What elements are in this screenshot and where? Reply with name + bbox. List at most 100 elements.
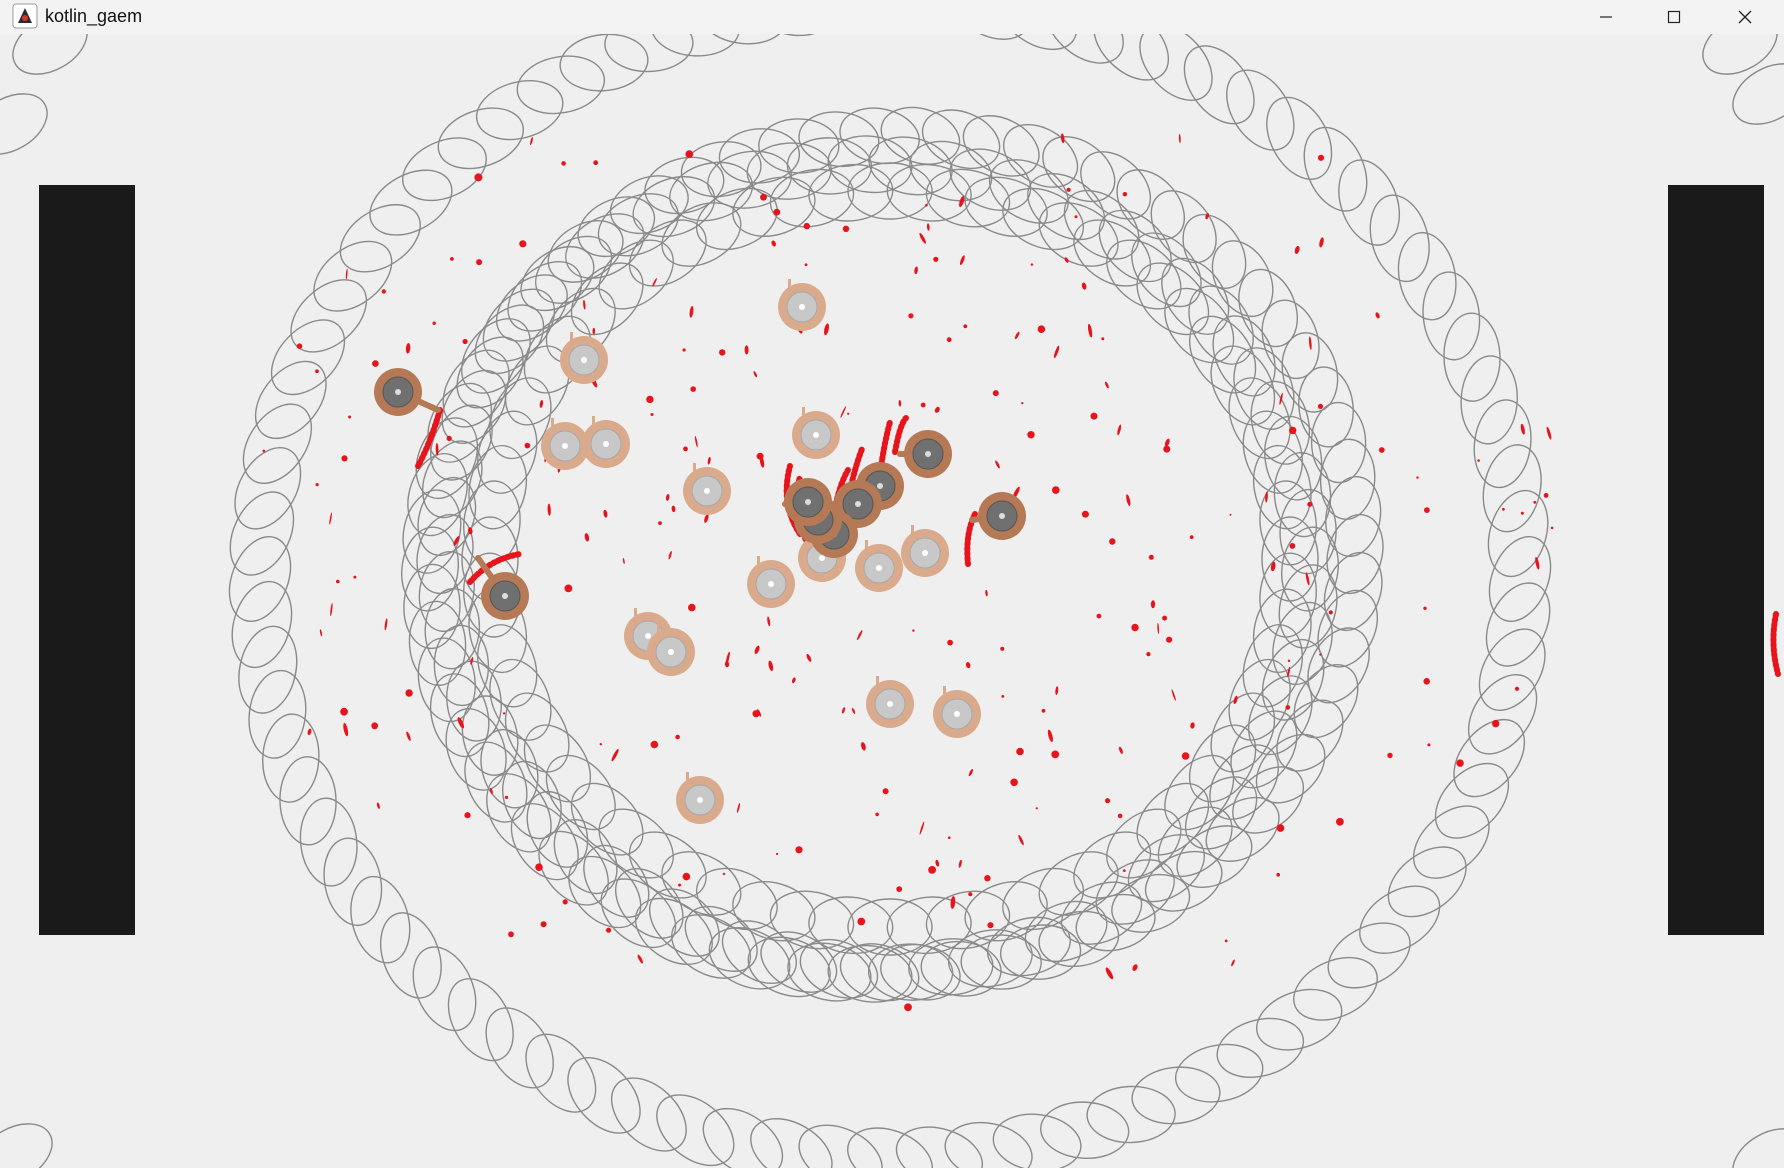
blood-streak bbox=[704, 513, 709, 523]
blood-streak bbox=[968, 768, 974, 777]
blood-drop bbox=[503, 712, 506, 715]
blood-streak bbox=[1164, 438, 1170, 447]
blood-streak bbox=[319, 629, 323, 637]
blood-drop bbox=[1122, 869, 1126, 872]
blood-drop bbox=[1181, 752, 1190, 760]
left-wall bbox=[39, 185, 135, 935]
blood-streak bbox=[665, 494, 670, 501]
blood-drop bbox=[1520, 511, 1524, 515]
ring-ellipse bbox=[632, 176, 716, 238]
ring-ellipse bbox=[886, 163, 972, 222]
enemy-eye bbox=[603, 441, 609, 447]
light-enemy bbox=[541, 418, 589, 470]
ring-ellipse bbox=[1233, 347, 1295, 430]
title-bar[interactable]: kotlin_gaem bbox=[0, 0, 1784, 34]
ring-ellipse bbox=[964, 881, 1048, 942]
ring-ellipse bbox=[559, 34, 649, 92]
blood-drop bbox=[804, 263, 808, 267]
ring-ellipse bbox=[547, 219, 624, 283]
ring-ellipse bbox=[262, 713, 320, 803]
blood-streak bbox=[547, 503, 551, 516]
dark-enemy bbox=[784, 478, 832, 526]
enemy-eye bbox=[855, 501, 861, 507]
game-scene[interactable] bbox=[0, 34, 1784, 1168]
enemy-eye bbox=[819, 555, 825, 561]
ring-ellipse bbox=[1259, 480, 1317, 566]
blood-streak bbox=[468, 527, 473, 535]
game-canvas[interactable] bbox=[0, 34, 1784, 1168]
ring-ellipse bbox=[1042, 136, 1116, 203]
ring-ellipse bbox=[718, 128, 801, 184]
ring-ellipse bbox=[947, 34, 1030, 40]
blood-streak bbox=[1294, 245, 1300, 254]
close-button[interactable] bbox=[1710, 0, 1780, 34]
blood-drop bbox=[963, 324, 968, 329]
blood-drop bbox=[336, 579, 340, 584]
ring-ellipse bbox=[238, 625, 298, 714]
ring-ellipse bbox=[475, 80, 564, 141]
ring-ellipse bbox=[1255, 733, 1326, 804]
blood-drop bbox=[847, 412, 850, 415]
ring-ellipse bbox=[1250, 380, 1311, 465]
ring-ellipse bbox=[1232, 766, 1305, 834]
ring-ellipse bbox=[1261, 516, 1319, 602]
enemy-antenna bbox=[634, 608, 637, 617]
blood-drop bbox=[756, 452, 764, 460]
ring-ellipse bbox=[1086, 1085, 1176, 1144]
ring-ellipse bbox=[369, 169, 453, 236]
light-enemy bbox=[747, 556, 795, 608]
dark-enemy bbox=[475, 555, 529, 620]
blood-streak bbox=[1104, 381, 1109, 389]
blood-drop bbox=[315, 369, 319, 374]
ring-ellipse bbox=[669, 161, 754, 222]
blood-streak bbox=[668, 550, 672, 560]
blood-drop bbox=[646, 395, 654, 404]
ring-ellipse bbox=[1075, 893, 1156, 952]
ring-ellipse bbox=[1073, 831, 1152, 899]
blood-streak bbox=[405, 343, 411, 354]
ring-ellipse bbox=[1293, 956, 1378, 1021]
blood-streak bbox=[1087, 323, 1093, 338]
blood-streak bbox=[376, 802, 380, 809]
ring-ellipse bbox=[1212, 315, 1276, 397]
maximize-button[interactable] bbox=[1639, 0, 1709, 34]
ring-ellipse bbox=[402, 137, 487, 202]
dark-enemy bbox=[969, 492, 1026, 540]
blood-streak bbox=[583, 299, 586, 310]
blood-drop bbox=[1427, 743, 1431, 747]
blood-streak bbox=[1319, 237, 1324, 248]
enemy-antenna bbox=[686, 772, 689, 781]
blood-streak bbox=[754, 645, 760, 654]
enemy-antenna bbox=[911, 525, 914, 534]
blood-streak bbox=[1520, 423, 1525, 435]
ring-ellipse bbox=[1298, 366, 1354, 448]
blood-drop bbox=[1514, 686, 1520, 691]
blood-drop bbox=[857, 917, 866, 926]
minimize-button[interactable] bbox=[1571, 0, 1641, 34]
ring-ellipse bbox=[446, 660, 502, 742]
light-enemy bbox=[647, 624, 695, 676]
blood-drop bbox=[1001, 695, 1005, 698]
enemy-antenna bbox=[693, 463, 696, 472]
ring-ellipse bbox=[485, 1007, 554, 1089]
ring-ellipse bbox=[1098, 209, 1172, 283]
blood-drop bbox=[1317, 403, 1324, 409]
blood-streak bbox=[934, 406, 940, 413]
ring-ellipse bbox=[925, 890, 1011, 950]
enemy-eye bbox=[925, 451, 931, 457]
blood-drop bbox=[690, 386, 696, 392]
blood-drop bbox=[353, 575, 357, 579]
right-wall bbox=[1668, 185, 1764, 935]
ring-ellipse bbox=[1164, 287, 1235, 364]
ring-ellipse bbox=[520, 246, 595, 312]
enemy-antenna bbox=[757, 556, 760, 565]
ring-ellipse bbox=[339, 204, 421, 273]
ring-ellipse bbox=[461, 318, 531, 394]
ring-ellipse bbox=[313, 240, 393, 312]
ring-ellipse bbox=[1003, 123, 1079, 188]
ring-ellipse bbox=[1111, 873, 1191, 933]
ring-ellipse bbox=[535, 235, 613, 304]
blood-drop bbox=[1096, 613, 1102, 619]
ring-ellipse bbox=[610, 1077, 687, 1152]
